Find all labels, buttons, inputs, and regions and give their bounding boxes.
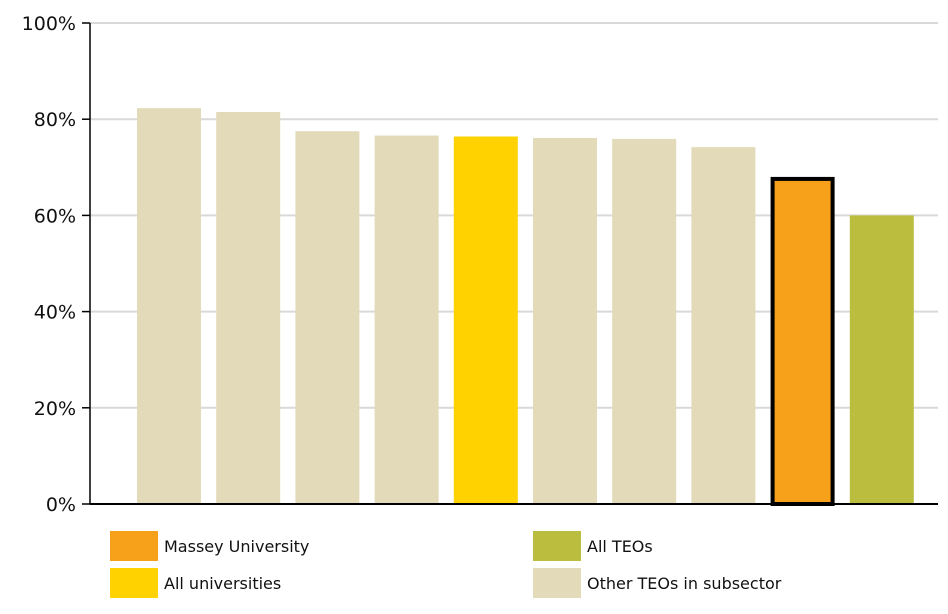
bar-10 [849, 215, 914, 504]
bar-1 [137, 108, 201, 505]
y-tick-label: 100% [22, 13, 76, 35]
legend-label-massey: Massey University [164, 537, 309, 556]
bar-9 [770, 176, 835, 506]
bar-6 [533, 137, 597, 505]
legend-swatch-massey [110, 531, 158, 561]
bar-3 [295, 131, 360, 504]
y-tick-label: 0% [46, 494, 76, 516]
legend: Massey University All TEOs All universitie… [110, 531, 782, 598]
legend-swatch-all_universities [110, 568, 158, 598]
legend-swatch-all_teos [533, 531, 581, 561]
bar-5 [453, 136, 518, 505]
y-tick-labels: 0% 20% 40% 60% 80% 100% [22, 13, 90, 516]
legend-label-other: Other TEOs in subsector [587, 574, 782, 593]
bar-4 [374, 135, 439, 504]
bar-8 [691, 147, 756, 504]
legend-label-all_teos: All TEOs [587, 537, 653, 556]
legend-label-all_universities: All universities [164, 574, 281, 593]
bar-2 [216, 111, 281, 505]
y-tick-label: 80% [34, 109, 76, 131]
legend-swatch-other [533, 568, 581, 598]
y-tick-label: 40% [34, 302, 76, 324]
bar-7 [612, 138, 677, 504]
axes [89, 23, 938, 505]
y-tick-label: 60% [34, 205, 76, 227]
bars [137, 108, 914, 506]
y-tick-label: 20% [34, 398, 76, 420]
